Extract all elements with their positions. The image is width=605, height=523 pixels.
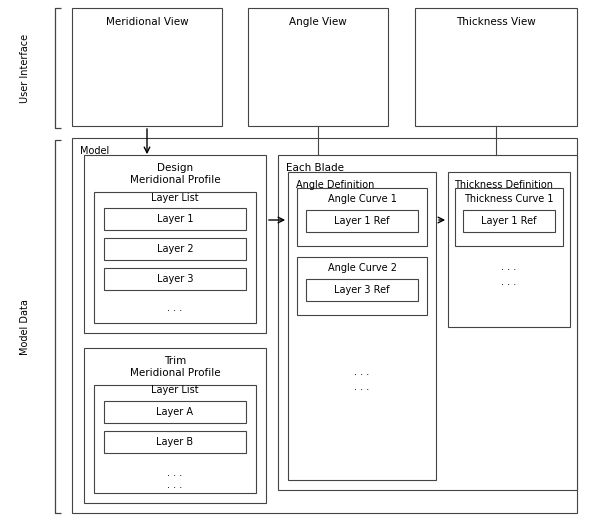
Bar xyxy=(297,257,427,315)
Bar xyxy=(463,210,555,232)
Bar xyxy=(306,279,418,301)
Text: Angle Curve 1: Angle Curve 1 xyxy=(327,194,396,204)
Text: Design: Design xyxy=(157,163,193,173)
Text: Layer 1: Layer 1 xyxy=(157,214,193,224)
Text: Trim: Trim xyxy=(164,356,186,366)
Bar xyxy=(94,192,256,323)
Bar xyxy=(84,155,266,333)
Bar xyxy=(278,155,577,490)
Text: Thickness Definition: Thickness Definition xyxy=(454,180,553,190)
Text: Layer B: Layer B xyxy=(157,437,194,447)
Bar xyxy=(104,238,246,260)
Bar xyxy=(248,8,388,126)
Text: Layer A: Layer A xyxy=(157,407,194,417)
Text: Layer 2: Layer 2 xyxy=(157,244,194,254)
Text: . . .: . . . xyxy=(168,480,183,490)
Text: Angle Definition: Angle Definition xyxy=(296,180,374,190)
Text: Layer 3 Ref: Layer 3 Ref xyxy=(334,285,390,295)
Text: Meridional Profile: Meridional Profile xyxy=(129,368,220,378)
Text: . . .: . . . xyxy=(168,468,183,478)
Bar xyxy=(288,172,436,480)
Bar xyxy=(104,268,246,290)
Bar xyxy=(415,8,577,126)
Text: . . .: . . . xyxy=(355,382,370,392)
Text: Layer 1 Ref: Layer 1 Ref xyxy=(481,216,537,226)
Bar xyxy=(94,385,256,493)
Bar xyxy=(297,188,427,246)
Text: Layer List: Layer List xyxy=(151,385,199,395)
Text: User Interface: User Interface xyxy=(20,33,30,103)
Text: Angle View: Angle View xyxy=(289,17,347,27)
Text: . . .: . . . xyxy=(502,262,517,272)
Bar xyxy=(455,188,563,246)
Bar xyxy=(104,431,246,453)
Text: Model Data: Model Data xyxy=(20,299,30,355)
Text: . . .: . . . xyxy=(502,277,517,287)
Bar xyxy=(104,208,246,230)
Text: Layer 1 Ref: Layer 1 Ref xyxy=(334,216,390,226)
Bar xyxy=(72,138,577,513)
Text: Thickness Curve 1: Thickness Curve 1 xyxy=(464,194,554,204)
Text: Meridional Profile: Meridional Profile xyxy=(129,175,220,185)
Text: Angle Curve 2: Angle Curve 2 xyxy=(327,263,396,273)
Text: . . .: . . . xyxy=(168,303,183,313)
Bar xyxy=(84,348,266,503)
Text: Layer List: Layer List xyxy=(151,193,199,203)
Text: Thickness View: Thickness View xyxy=(456,17,536,27)
Bar xyxy=(72,8,222,126)
Text: Each Blade: Each Blade xyxy=(286,163,344,173)
Text: Layer 3: Layer 3 xyxy=(157,274,193,284)
Text: Model: Model xyxy=(80,146,110,156)
Bar xyxy=(104,401,246,423)
Text: Meridional View: Meridional View xyxy=(106,17,188,27)
Bar xyxy=(448,172,570,327)
Text: . . .: . . . xyxy=(355,367,370,377)
Bar xyxy=(306,210,418,232)
